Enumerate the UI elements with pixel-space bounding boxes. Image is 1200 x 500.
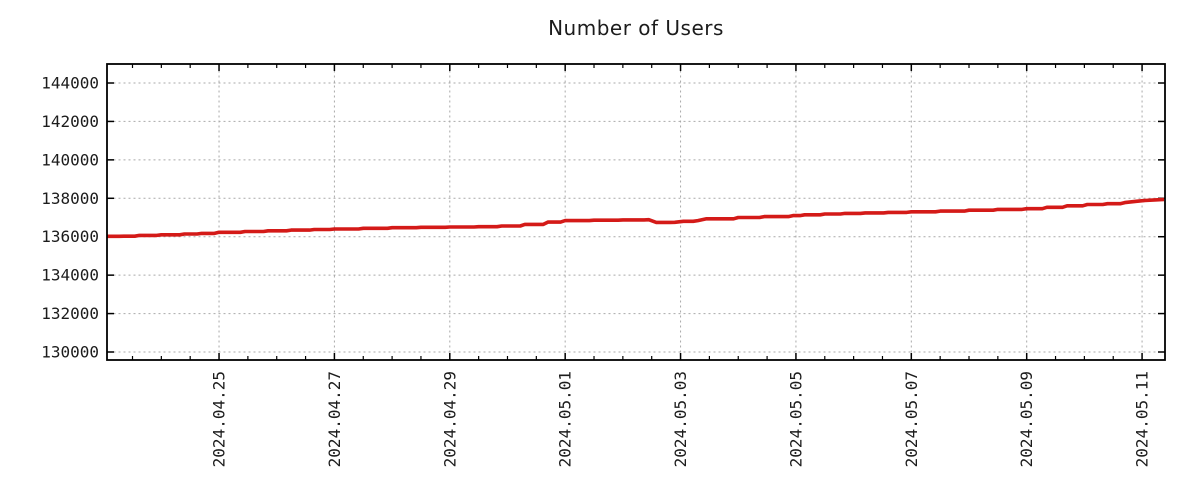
y-tick-label: 142000 [41, 112, 99, 131]
y-tick-label: 138000 [41, 189, 99, 208]
data-line-number-of-users [107, 197, 1165, 239]
x-tick-label: 2024.05.11 [1133, 371, 1152, 467]
x-tick-label: 2024.05.05 [786, 371, 805, 467]
y-tick-label: 132000 [41, 304, 99, 323]
y-tick-label: 134000 [41, 266, 99, 285]
x-tick-label: 2024.04.27 [325, 371, 344, 467]
y-tick-label: 136000 [41, 227, 99, 246]
y-tick-label: 140000 [41, 150, 99, 169]
x-tick-label: 2024.05.01 [556, 371, 575, 467]
y-tick-label: 130000 [41, 343, 99, 362]
x-tick-label: 2024.04.29 [440, 371, 459, 467]
x-tick-label: 2024.05.07 [902, 371, 921, 467]
plot-frame [106, 63, 1166, 361]
chart-title: Number of Users [548, 16, 724, 40]
x-tick-label: 2024.04.25 [210, 371, 229, 467]
x-tick-label: 2024.05.09 [1017, 371, 1036, 467]
y-tick-label: 144000 [41, 74, 99, 93]
x-tick-label: 2024.05.03 [671, 371, 690, 467]
